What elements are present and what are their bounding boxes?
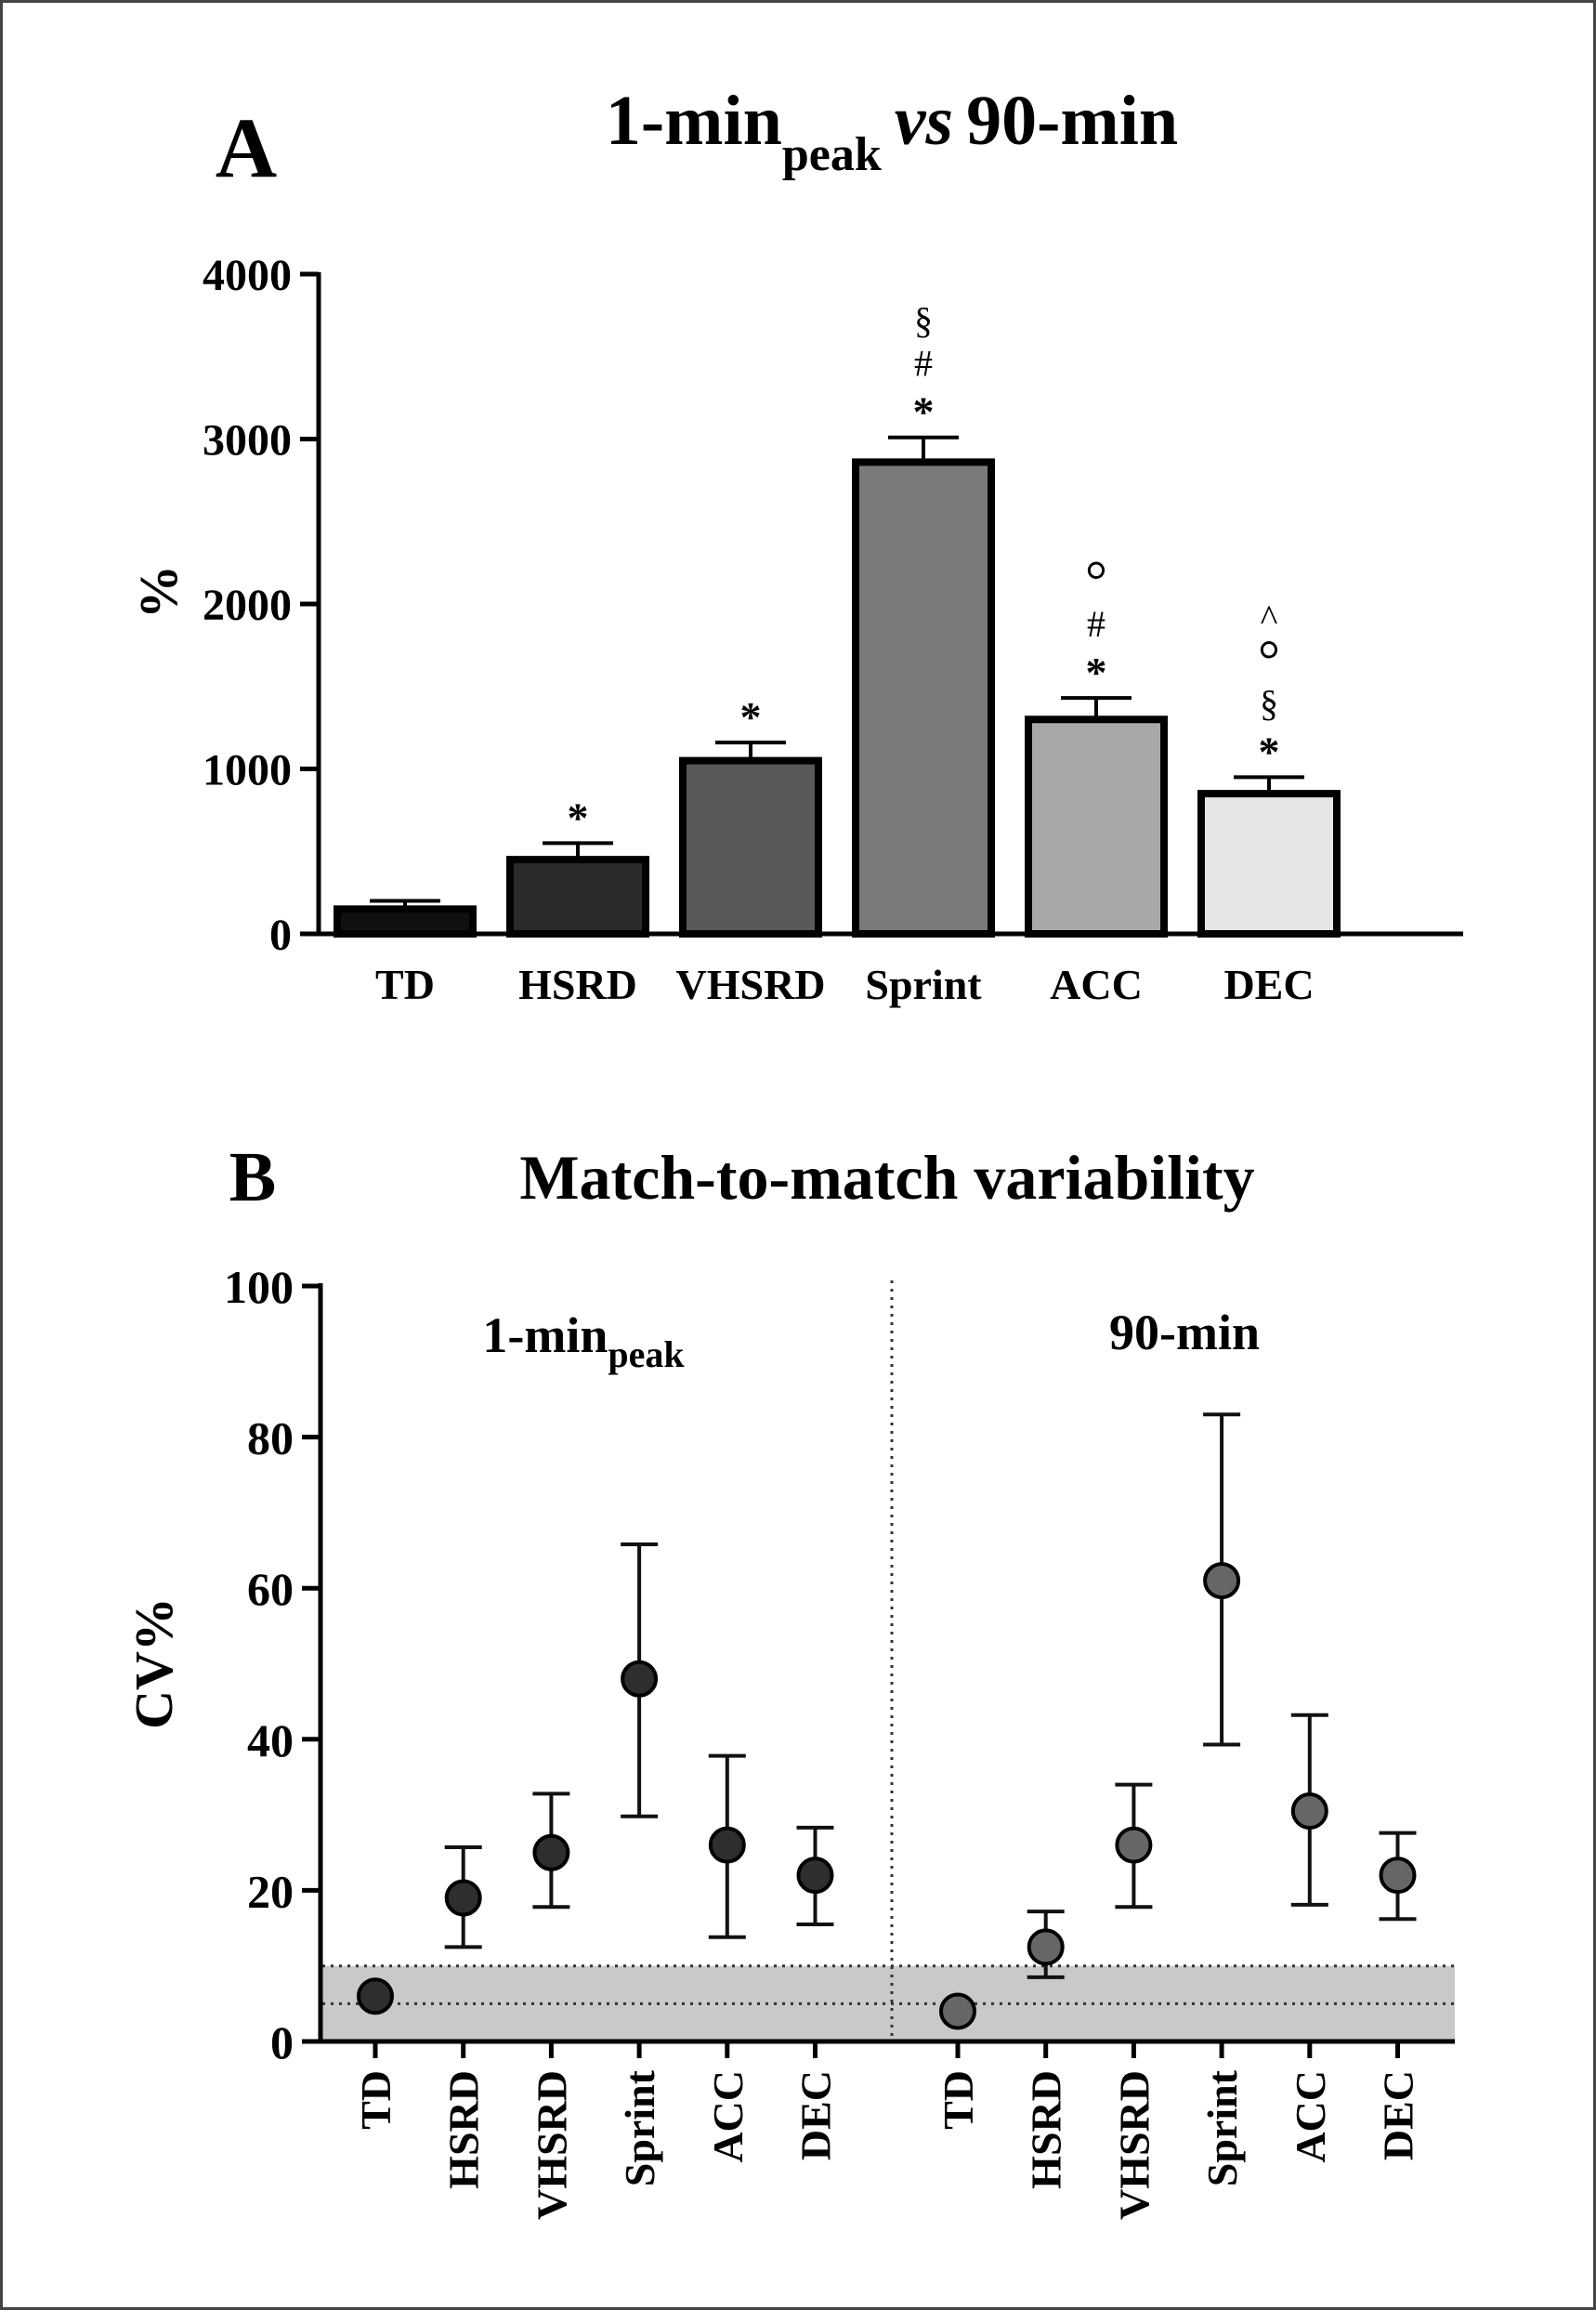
panel-b-xtick-label: HSRD (1023, 2070, 1070, 2189)
panel-b-point (357, 1977, 394, 2015)
panel-a-xtick-label: Sprint (865, 961, 982, 1008)
panel-a-xtick-label: TD (375, 961, 435, 1008)
panel-a-xaxis-ticks: TD HSRD VHSRD Sprint ACC DEC (375, 961, 1315, 1008)
panel-a-bar (1025, 715, 1168, 938)
panel-b-letter: B (229, 1138, 277, 1216)
panel-b-point (1115, 1826, 1153, 1864)
panel-b-xtick-label: ACC (704, 2070, 752, 2163)
panel-a-title-part1: 1-min (606, 82, 782, 160)
panel-b-point (1379, 1857, 1417, 1895)
panel-b-xtick-label: ACC (1287, 2070, 1334, 2163)
panel-a-significance-mark: # (914, 343, 933, 385)
panel-a-significance-mark: ° (1085, 550, 1107, 611)
panel-b-point (708, 1826, 746, 1864)
panel-b-xtick-label: VHSRD (528, 2070, 575, 2220)
panel-a-yaxis-ticks: 0 1000 2000 3000 4000 (203, 251, 319, 960)
panel-a-bar (334, 905, 477, 938)
panel-b-point (1027, 1928, 1065, 1966)
panel-a-xtick-label: VHSRD (675, 961, 825, 1008)
panel-b-xtick-label: DEC (792, 2070, 840, 2160)
panel-b: B Match-to-match variability CV% 1-minpe… (124, 1138, 1455, 2220)
panel-b-yaxis-ticks: 0 20 40 60 80 100 (224, 1261, 321, 2068)
panel-a-significance-mark: * (913, 388, 935, 436)
panel-b-xtick-label: TD (935, 2070, 982, 2130)
panel-a-significance-mark: * (1259, 728, 1280, 775)
panel-b-ylabel: CV% (124, 1597, 184, 1729)
panel-b-point (796, 1857, 834, 1895)
panel-a-significance-mark: # (1087, 603, 1105, 645)
panel-a-significance-mark: ° (1258, 629, 1280, 690)
panel-b-point (939, 1992, 976, 2030)
panel-b-ytick-label: 40 (247, 1714, 294, 1766)
panel-b-xtick-label: VHSRD (1110, 2070, 1158, 2220)
panel-b-xtick-label: TD (352, 2070, 399, 2130)
panel-a-ytick-label: 2000 (203, 581, 292, 630)
panel-a-ytick-label: 1000 (203, 746, 292, 795)
panel-a-ytick-label: 4000 (203, 251, 292, 300)
panel-b-xtick-label: HSRD (440, 2070, 488, 2189)
panel-b-group2-label: 90-min (1109, 1305, 1260, 1360)
panel-b-ytick-label: 80 (247, 1412, 294, 1464)
panel-a-significance-mark: * (740, 693, 762, 741)
panel-a-significance-mark: § (1260, 682, 1278, 724)
panel-b-point (1290, 1792, 1328, 1831)
panel-a-title: 1-minpeak vs 90-min (606, 82, 1178, 181)
panel-a-xtick-label: HSRD (518, 961, 637, 1008)
panel-a-xtick-label: DEC (1223, 961, 1314, 1008)
panel-a-bar (506, 856, 649, 938)
panel-a-letter: A (216, 100, 277, 195)
panel-b-group1-label: 1-minpeak (482, 1307, 685, 1375)
panel-b-reference-band (322, 1965, 1455, 2041)
panel-b-group1-label-sub: peak (608, 1333, 685, 1375)
panel-a-significance-mark: ^ (1261, 597, 1278, 638)
panel-b-point (621, 1660, 659, 1698)
panel-b-point (444, 1879, 482, 1917)
panel-a-ytick-label: 3000 (203, 416, 292, 466)
panel-b-ytick-label: 100 (224, 1261, 294, 1313)
panel-b-xtick-label: DEC (1375, 2070, 1422, 2160)
panel-a-bar (852, 458, 995, 938)
panel-b-ytick-label: 60 (247, 1563, 294, 1615)
panel-a-title-part3: 90-min (966, 82, 1178, 160)
panel-b-ytick-label: 20 (247, 1865, 294, 1917)
panel-a-ytick-label: 0 (269, 911, 292, 960)
panel-a-bar (1197, 790, 1341, 938)
panel-b-ytick-label: 0 (270, 2016, 294, 2068)
panel-a-significance-mark: * (568, 794, 589, 841)
panel-b-xtick-label: Sprint (1198, 2069, 1246, 2186)
panel-a-xtick-label: ACC (1050, 961, 1143, 1008)
panel-a: A 1-minpeak vs 90-min % 01000200030004000 … (128, 82, 1463, 1008)
panel-b-point (1203, 1562, 1241, 1600)
panel-a-bar (679, 756, 822, 938)
panel-b-title: Match-to-match variability (519, 1142, 1254, 1213)
panel-b-xaxis-ticks: TD HSRD VHSRD Sprint ACC DEC TD HSRD VHSRD Sprint… (352, 2041, 1422, 2220)
panel-b-points (357, 1412, 1417, 2030)
panel-b-point (532, 1833, 570, 1871)
panel-a-title-sub: peak (782, 128, 882, 181)
panel-a-title-part2: vs (895, 82, 953, 160)
panel-a-significance-mark: § (914, 300, 933, 342)
panel-a-significance-mark: * (1086, 649, 1107, 696)
panel-a-ylabel: % (128, 565, 189, 619)
panel-b-group1-label-main: 1-min (482, 1307, 608, 1363)
panel-b-xtick-label: Sprint (616, 2069, 663, 2186)
